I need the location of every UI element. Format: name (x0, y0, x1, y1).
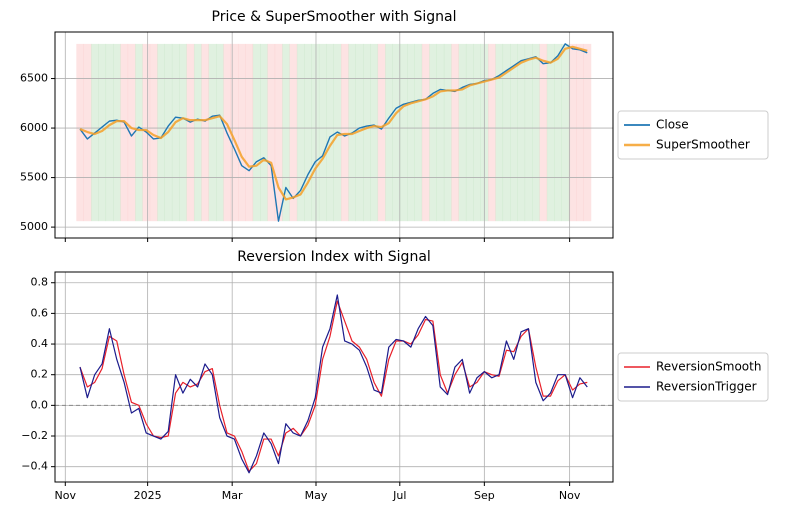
y-tick-label: 0.8 (31, 276, 49, 289)
signal-band (554, 43, 562, 222)
signal-band (583, 43, 592, 222)
signal-band (385, 43, 393, 222)
y-tick-label: 6500 (20, 72, 48, 85)
signal-band (289, 43, 298, 222)
signal-band (179, 43, 187, 222)
signal-band (370, 43, 379, 222)
x-tick-label: 2025 (134, 489, 162, 502)
signal-band (296, 43, 305, 222)
y-tick-label: 5500 (20, 171, 48, 184)
signal-band (451, 43, 459, 222)
signal-band (326, 43, 334, 222)
signal-band (216, 43, 224, 222)
signal-band (340, 43, 349, 222)
signal-band (193, 43, 202, 222)
plot: 5000 5500 6000 6500 Price & SuperSmoother wi… (20, 9, 769, 242)
signal-band (282, 43, 290, 222)
legend-box (617, 352, 769, 402)
signal-band (208, 43, 217, 222)
signal-band (407, 43, 415, 222)
signal-band (429, 43, 437, 222)
axes-frame (54, 31, 614, 239)
signal-band (186, 43, 195, 222)
axes-frame (54, 271, 614, 483)
x-tick-label: May (305, 489, 328, 502)
signal-band (157, 43, 165, 222)
y-tick-label: 6000 (20, 121, 48, 134)
signal-band (98, 43, 107, 222)
signal-band (245, 43, 254, 222)
series-line (79, 294, 588, 474)
x-tick-label: Jul (392, 489, 406, 502)
y-tick-label: 5000 (20, 220, 48, 233)
y-tick-label: −0.4 (21, 460, 48, 473)
x-tick-label: Sep (474, 489, 495, 502)
signal-band (502, 43, 511, 222)
signal-band (576, 43, 584, 222)
signal-band (546, 43, 555, 222)
signal-band (568, 43, 577, 222)
signal-band (355, 43, 364, 222)
signal-band (421, 43, 430, 222)
signal-band (201, 43, 209, 222)
legend-box (617, 110, 769, 160)
signal-band (458, 43, 467, 222)
chart-title: Reversion Index with Signal (237, 249, 431, 265)
signal-band (465, 43, 474, 222)
series-line (79, 300, 588, 472)
signal-band (171, 43, 180, 222)
y-tick-label: 0.6 (31, 306, 49, 319)
chart-title: Price & SuperSmoother with Signal (212, 9, 457, 25)
signal-band (399, 43, 408, 222)
signal-band (510, 43, 518, 222)
signal-band (318, 43, 327, 222)
signal-band (539, 43, 548, 222)
signal-band (135, 43, 143, 222)
signal-band (488, 43, 496, 222)
signal-band (260, 43, 268, 222)
y-tick-label: −0.2 (21, 429, 48, 442)
signal-band (392, 43, 401, 222)
y-tick-label: 0.0 (31, 398, 49, 411)
signal-band (149, 43, 158, 222)
y-tick-label: 0.2 (31, 368, 49, 381)
x-tick-label: Nov (559, 489, 581, 502)
signal-band (443, 43, 452, 222)
signal-band (252, 43, 261, 222)
signal-band (304, 43, 312, 222)
signal-band (230, 43, 239, 222)
legend-label: SuperSmoother (656, 138, 750, 152)
signal-band (517, 43, 526, 222)
legend-label: ReversionTrigger (656, 380, 757, 394)
plot: −0.4 −0.2 0.0 0.2 0.4 0.6 0.8 Nov 2025 Mar May Jul S… (21, 249, 769, 502)
signal-band (532, 43, 540, 222)
signal-band (238, 43, 246, 222)
signal-band (127, 43, 136, 222)
legend-label: ReversionSmooth (656, 360, 761, 374)
legend-label: Close (656, 118, 689, 132)
x-tick-label: Nov (55, 489, 77, 502)
signal-band (76, 43, 84, 222)
y-tick-label: 0.4 (31, 337, 49, 350)
signal-band (414, 43, 423, 222)
signal-band (436, 43, 445, 222)
signal-band (120, 43, 129, 222)
signal-band (105, 43, 114, 222)
signal-band (113, 43, 121, 222)
series-line (79, 43, 588, 222)
signal-band (473, 43, 481, 222)
signal-band (363, 43, 371, 222)
signal-band (561, 43, 570, 222)
signal-band (377, 43, 386, 222)
signal-band (274, 43, 283, 222)
signal-band (495, 43, 504, 222)
x-tick-label: Mar (222, 489, 243, 502)
signal-band (311, 43, 320, 222)
signal-band (524, 43, 533, 222)
signal-band (267, 43, 276, 222)
series-line (79, 45, 588, 201)
